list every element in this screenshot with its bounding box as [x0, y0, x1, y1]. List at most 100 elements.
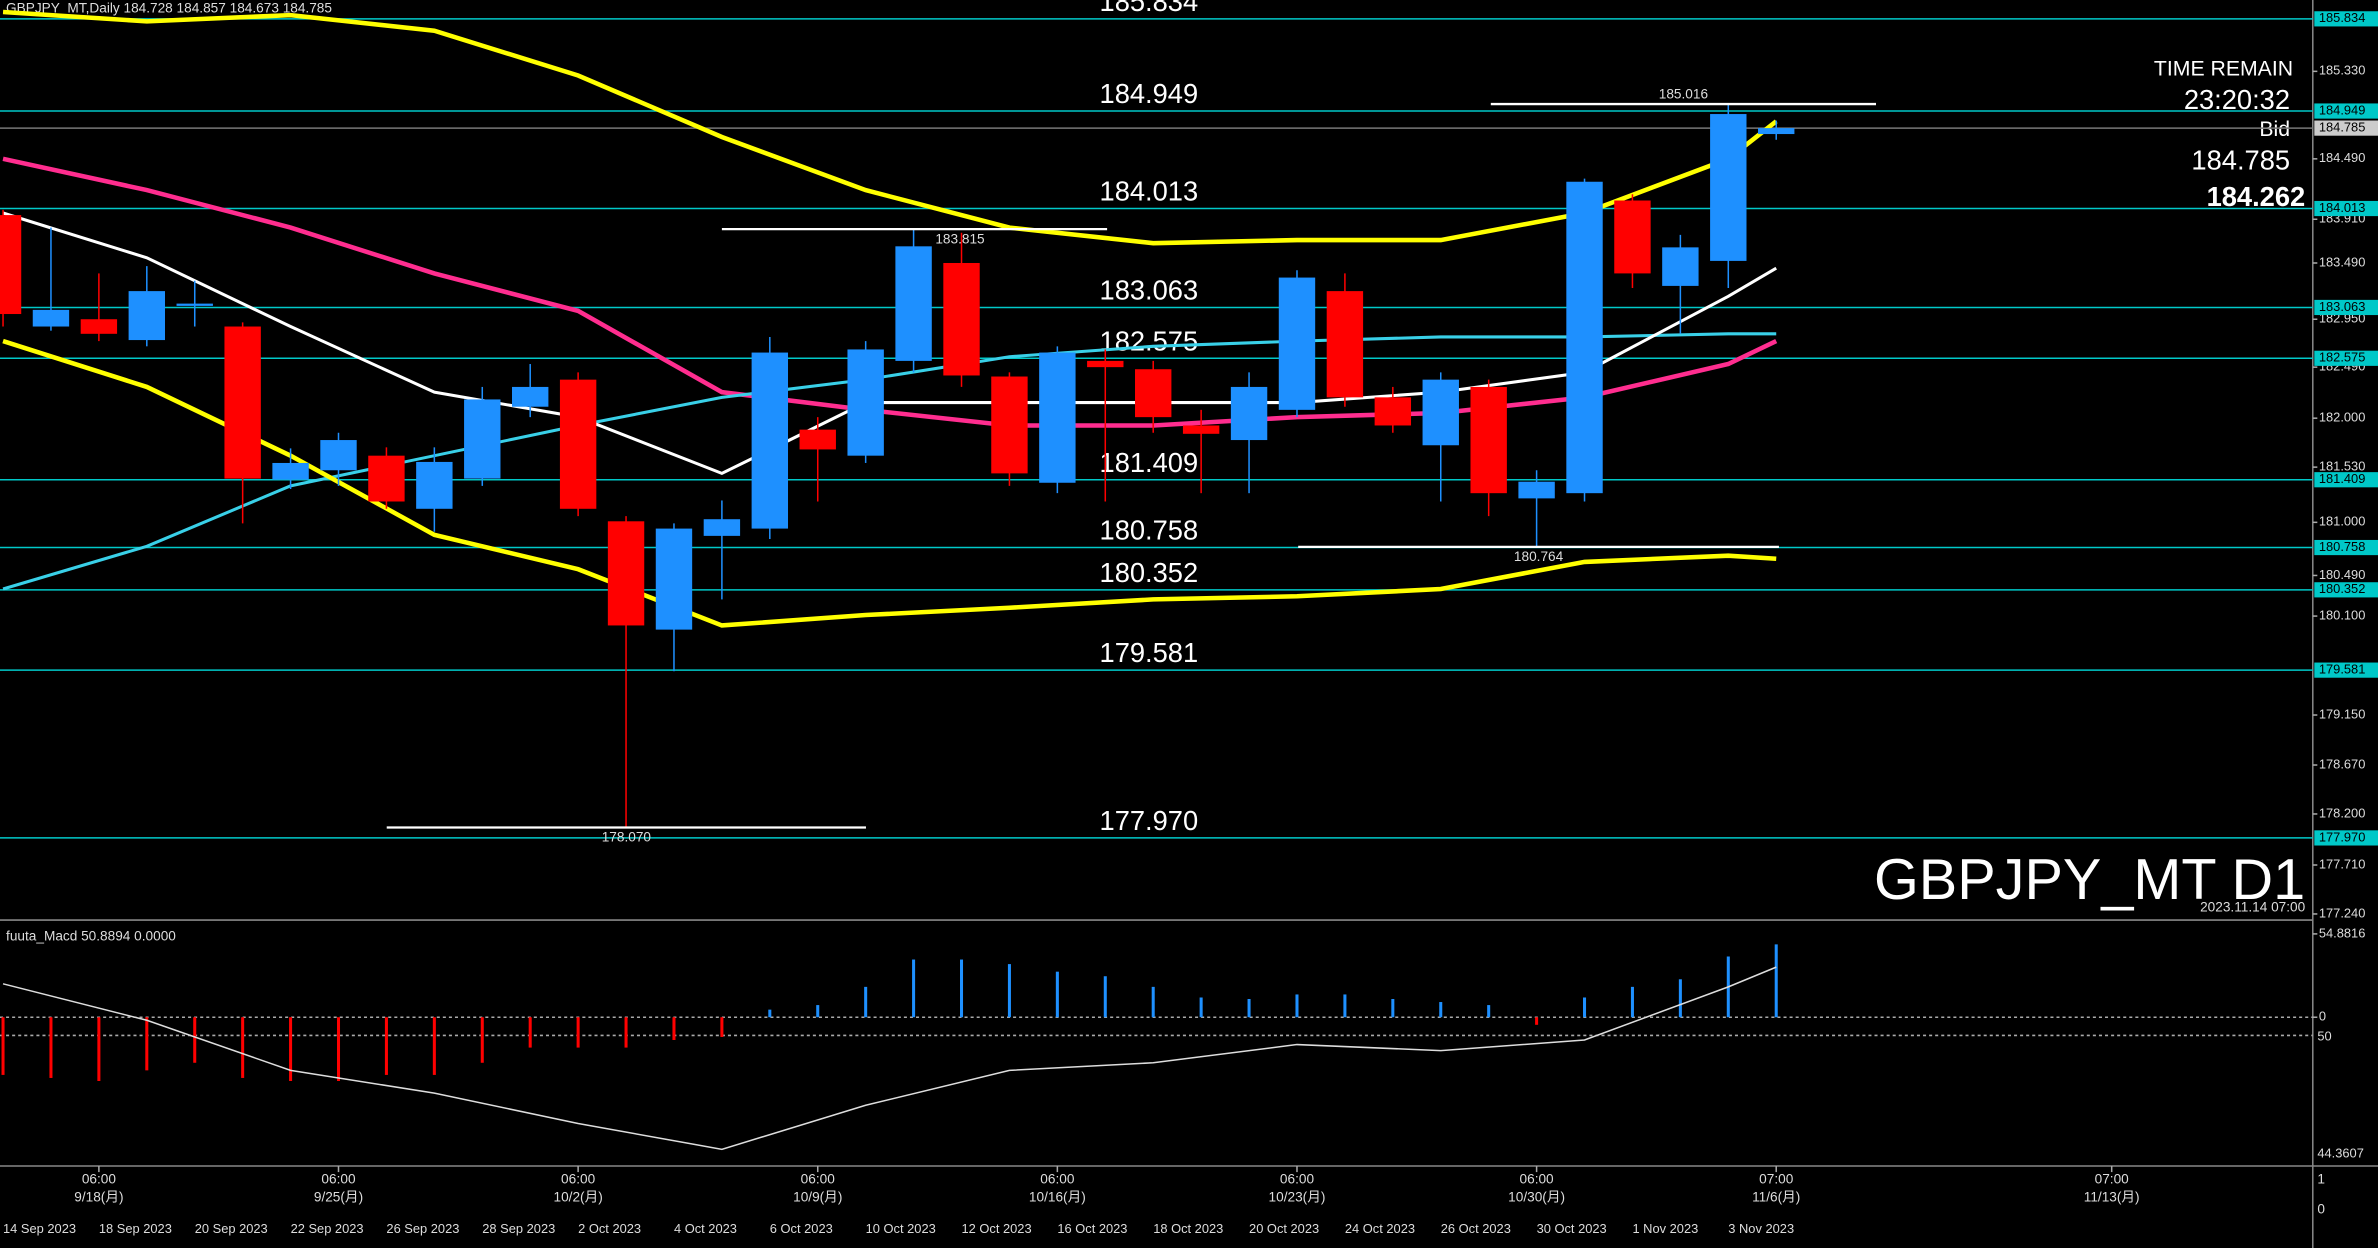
- candle-body: [1182, 425, 1220, 434]
- date-label: 11/6(月): [1752, 1190, 1800, 1205]
- macd-tick-label: 0: [2319, 1009, 2326, 1024]
- candle-body: [799, 429, 836, 450]
- level-axis-label: 185.834: [2319, 10, 2366, 25]
- candle-body: [224, 326, 261, 479]
- level-axis-box: [2314, 299, 2378, 316]
- y-tick-label: 183.490: [2319, 254, 2366, 269]
- x-tick-label: 16 Oct 2023: [1057, 1221, 1127, 1236]
- timestamp: 2023.11.14 07:00: [2200, 900, 2306, 915]
- candle-body: [32, 309, 70, 327]
- time-remain-label: TIME REMAIN: [2154, 56, 2293, 80]
- macd-line: [2, 966, 1777, 1151]
- bid-axis-label: 184.785: [2319, 120, 2366, 135]
- y-tick-label: 179.150: [2319, 706, 2366, 721]
- y-tick-label: 181.000: [2319, 514, 2366, 529]
- indicator-line: [2, 9, 1778, 246]
- candle-body: [943, 262, 980, 376]
- chart-header: GBPJPY_MT,Daily 184.728 184.857 184.673 …: [6, 1, 332, 16]
- date-label: 9/18(月): [74, 1190, 123, 1205]
- date-label: 10/23(月): [1269, 1190, 1326, 1205]
- date-label: 10/16(月): [1029, 1190, 1086, 1205]
- level-label: 180.758: [1100, 515, 1199, 546]
- x-tick-label: 18 Sep 2023: [99, 1221, 172, 1236]
- candle-body: [1422, 379, 1459, 446]
- candle-body: [1135, 369, 1172, 418]
- time-label: 06:00: [561, 1171, 596, 1186]
- price-marker-label: 185.016: [1659, 87, 1708, 102]
- y-tick-label: 177.240: [2319, 905, 2366, 920]
- macd-axis-note: 50: [2317, 1028, 2331, 1043]
- level-label: 185.834: [1100, 0, 1199, 17]
- level-axis-label: 182.575: [2319, 350, 2366, 365]
- date-label: 10/9(月): [793, 1190, 842, 1205]
- candle-body: [703, 519, 741, 536]
- level-axis-box: [2314, 582, 2378, 598]
- candle-body: [1278, 277, 1316, 410]
- candle-body: [1470, 386, 1507, 494]
- candle-body: [272, 462, 309, 480]
- x-tick-label: 22 Sep 2023: [291, 1221, 364, 1236]
- candle-body: [368, 455, 405, 502]
- time-label: 06:00: [1040, 1171, 1075, 1186]
- bid-value: 184.785: [2191, 145, 2290, 176]
- x-tick-label: 24 Oct 2023: [1345, 1221, 1415, 1236]
- y-tick-label: 180.490: [2319, 567, 2366, 582]
- x-tick-label: 1 Nov 2023: [1632, 1221, 1698, 1236]
- y-tick-label: 184.490: [2319, 150, 2366, 165]
- candle-body: [176, 303, 213, 306]
- candle-body: [1087, 360, 1124, 368]
- indicator-line: [2, 211, 1777, 476]
- price-marker-label: 183.815: [935, 231, 985, 246]
- other-value: 184.262: [2207, 181, 2306, 212]
- watermark: GBPJPY_MT D1: [1874, 848, 2305, 912]
- macd-tick-label: 54.8816: [2319, 925, 2366, 940]
- y-tick-label: 180.100: [2319, 607, 2366, 622]
- level-axis-label: 184.949: [2319, 102, 2366, 117]
- sub-axis-label: 0: [2317, 1202, 2325, 1217]
- time-label: 06:00: [82, 1171, 117, 1186]
- candle-body: [559, 379, 597, 509]
- time-label: 06:00: [1280, 1171, 1315, 1186]
- level-axis-label: 179.581: [2319, 662, 2366, 677]
- candle-body: [751, 352, 789, 529]
- x-tick-label: 26 Oct 2023: [1441, 1221, 1511, 1236]
- level-label: 182.575: [1100, 325, 1199, 356]
- candle-body: [464, 399, 501, 479]
- level-axis-box: [2314, 200, 2378, 217]
- candle-body: [1614, 200, 1651, 274]
- y-tick-label: 181.530: [2319, 459, 2366, 474]
- time-label: 07:00: [2095, 1171, 2130, 1186]
- level-axis-box: [2314, 11, 2378, 27]
- x-tick-label: 10 Oct 2023: [866, 1221, 936, 1236]
- level-axis-box: [2314, 103, 2378, 119]
- y-tick-label: 177.710: [2319, 856, 2366, 871]
- x-tick-label: 20 Sep 2023: [195, 1221, 268, 1236]
- indicator-line: [2, 338, 1777, 628]
- x-tick-label: 6 Oct 2023: [770, 1221, 833, 1236]
- indicator-line: [2, 156, 1778, 428]
- candle-body: [1230, 386, 1268, 441]
- x-tick-label: 3 Nov 2023: [1728, 1221, 1794, 1236]
- candle-body: [0, 215, 22, 315]
- time-label: 06:00: [321, 1171, 356, 1186]
- candle-body: [1326, 291, 1364, 398]
- candle-body: [416, 461, 453, 509]
- level-axis-label: 177.970: [2319, 829, 2366, 844]
- x-tick-label: 30 Oct 2023: [1537, 1221, 1607, 1236]
- candle-body: [80, 319, 118, 334]
- x-tick-label: 14 Sep 2023: [3, 1221, 76, 1236]
- macd-title: fuuta_Macd 50.8894 0.0000: [6, 928, 176, 943]
- sub-axis-label: 1: [2317, 1171, 2325, 1186]
- x-tick-label: 26 Sep 2023: [386, 1221, 459, 1236]
- price-marker-label: 180.764: [1514, 549, 1564, 564]
- candle-body: [655, 528, 693, 630]
- bid-label: Bid: [2259, 117, 2290, 141]
- level-label: 180.352: [1100, 557, 1199, 588]
- indicator-line: [2, 332, 1777, 591]
- candle-body: [1710, 114, 1747, 261]
- x-tick-label: 28 Sep 2023: [482, 1221, 555, 1236]
- date-label: 10/30(月): [1508, 1190, 1565, 1205]
- candle-body: [991, 376, 1028, 474]
- level-label: 179.581: [1100, 637, 1199, 668]
- price-marker-label: 178.070: [602, 830, 652, 845]
